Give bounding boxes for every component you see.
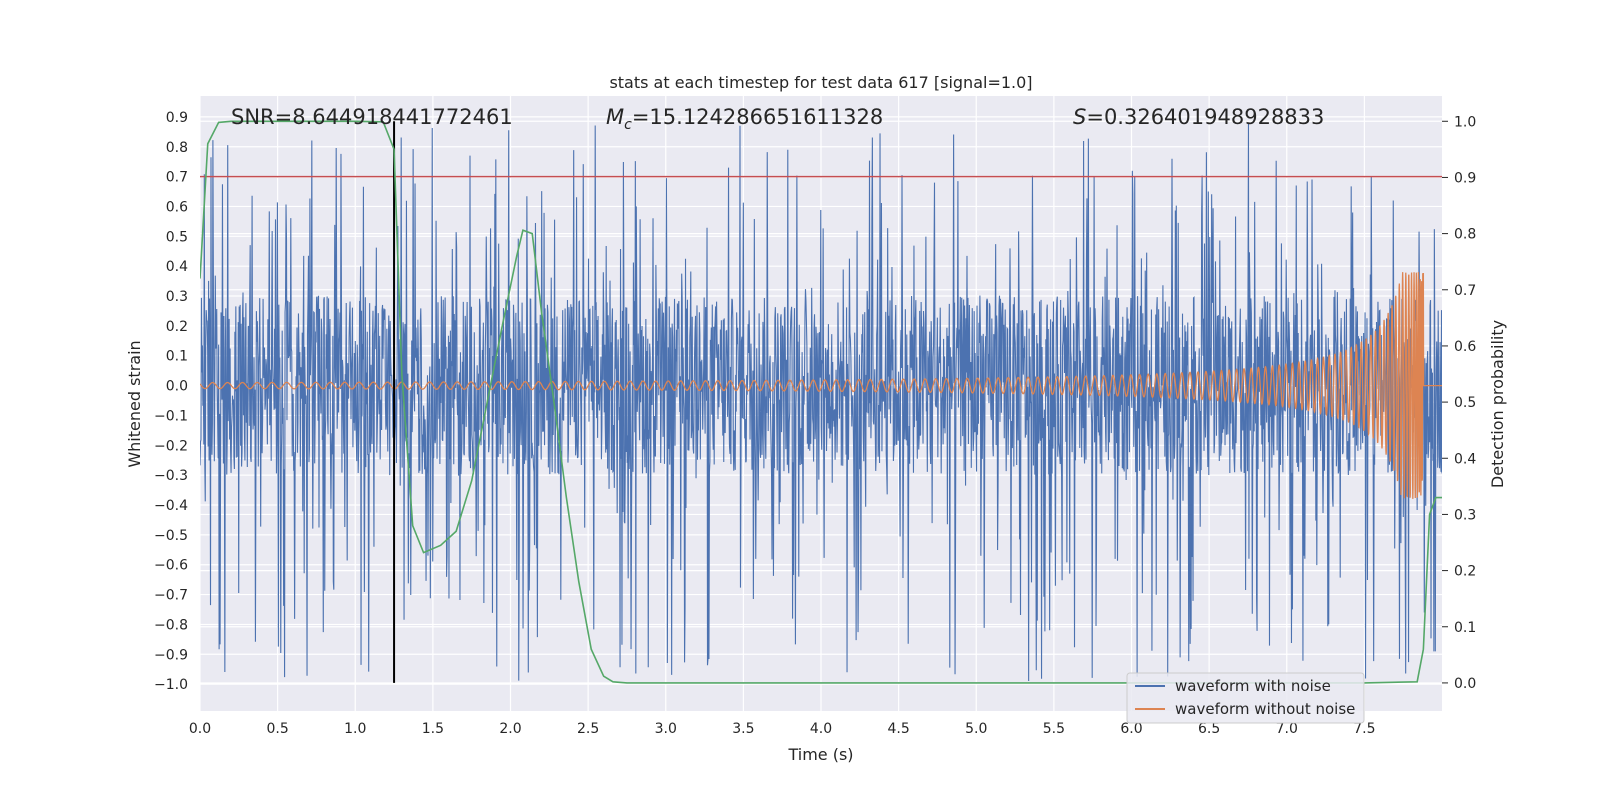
y-right-tick-label: 0.5: [1454, 395, 1476, 411]
s-annotation: S=0.326401948928833: [1073, 105, 1324, 129]
x-tick-label: 3.5: [732, 721, 754, 737]
y-right-tick-label: 0.4: [1454, 451, 1476, 467]
y-right-tick-label: 0.0: [1454, 676, 1476, 692]
snr-annotation: SNR=8.644918441772461: [231, 105, 513, 129]
y-right-tick-label: 1.0: [1454, 114, 1476, 130]
y-right-tick-label: 0.9: [1454, 170, 1476, 186]
y-left-tick-label: −0.7: [154, 588, 188, 604]
y-left-tick-label: 0.9: [166, 110, 188, 126]
y-right-axis-ticks: 1.0 0.9 0.8 0.7 0.6 0.5 0.4 0.3 0.2 0.1 0.0: [1442, 114, 1476, 692]
y-right-tick-label: 0.6: [1454, 339, 1476, 355]
legend: waveform with noise waveform without noi…: [1126, 672, 1365, 724]
x-tick-label: 5.0: [965, 721, 987, 737]
y-left-tick-label: 0.2: [166, 319, 188, 335]
y-left-tick-label: −0.5: [154, 528, 188, 544]
x-tick-label: 5.5: [1043, 721, 1065, 737]
y-right-axis-label: Detection probability: [1488, 320, 1507, 488]
x-tick-label: 6.0: [1120, 721, 1142, 737]
y-right-tick-label: 0.2: [1454, 564, 1476, 580]
x-tick-label: 4.0: [810, 721, 832, 737]
x-tick-label: 7.5: [1353, 721, 1375, 737]
y-left-axis-label: Whitened strain: [125, 340, 144, 467]
x-tick-label: 1.5: [422, 721, 444, 737]
y-left-tick-label: −0.3: [154, 468, 188, 484]
series-line-waveform-without-noise: [200, 272, 1442, 499]
y-right-tick-label: 0.1: [1454, 620, 1476, 636]
x-tick-label: 4.5: [887, 721, 909, 737]
y-left-tick-label: 0.1: [166, 349, 188, 365]
y-left-tick-label: −1.0: [154, 677, 188, 693]
chirp-mass-annotation: Mc=15.124286651611328: [606, 105, 883, 133]
y-left-tick-label: −0.4: [154, 498, 188, 514]
plot-content: [200, 120, 1442, 684]
y-right-tick-label: 0.3: [1454, 507, 1476, 523]
x-tick-label: 3.0: [655, 721, 677, 737]
x-tick-label: 1.0: [344, 721, 366, 737]
y-left-tick-label: −0.1: [154, 408, 188, 424]
y-right-tick-label: 0.8: [1454, 227, 1476, 243]
y-left-tick-label: 0.3: [166, 289, 188, 305]
x-axis-label: Time (s): [787, 745, 853, 764]
y-left-tick-label: 0.4: [166, 259, 188, 275]
y-left-tick-label: 0.7: [166, 170, 188, 186]
y-left-axis-ticks: 0.9 0.8 0.7 0.6 0.5 0.4 0.3 0.2 0.1 0.0 −0.1 −0.2 −0…: [154, 110, 188, 693]
y-left-tick-label: 0.0: [166, 379, 188, 395]
y-right-tick-label: 0.7: [1454, 283, 1476, 299]
chart-title: stats at each timestep for test data 617…: [609, 73, 1032, 92]
x-tick-label: 0.0: [189, 721, 211, 737]
legend-box: [1126, 672, 1365, 724]
chirp-mass-value: =15.124286651611328: [632, 105, 883, 129]
x-axis-ticks: 0.0 0.5 1.0 1.5 2.0 2.5 3.0 3.5 4.0 4.5 5.0 5.5 6.0 6…: [189, 721, 1376, 737]
legend-label-waveform-without-noise: waveform without noise: [1175, 700, 1355, 718]
y-left-tick-label: 0.6: [166, 199, 188, 215]
chirp-mass-subscript: c: [624, 117, 632, 133]
s-symbol: S: [1073, 105, 1086, 129]
series-line-waveform-with-noise: [200, 123, 1442, 682]
y-left-tick-label: −0.2: [154, 438, 188, 454]
y-left-tick-label: 0.8: [166, 140, 188, 156]
legend-label-waveform-with-noise: waveform with noise: [1175, 677, 1331, 695]
x-tick-label: 6.5: [1198, 721, 1220, 737]
x-tick-label: 7.0: [1276, 721, 1298, 737]
chirp-mass-symbol: M: [606, 105, 624, 129]
y-left-tick-label: −0.6: [154, 558, 188, 574]
x-tick-label: 0.5: [266, 721, 288, 737]
s-value: =0.326401948928833: [1086, 105, 1324, 129]
x-tick-label: 2.0: [499, 721, 521, 737]
x-tick-label: 2.5: [577, 721, 599, 737]
y-left-tick-label: −0.8: [154, 617, 188, 633]
y-left-tick-label: 0.5: [166, 229, 188, 245]
y-left-tick-label: −0.9: [154, 647, 188, 663]
